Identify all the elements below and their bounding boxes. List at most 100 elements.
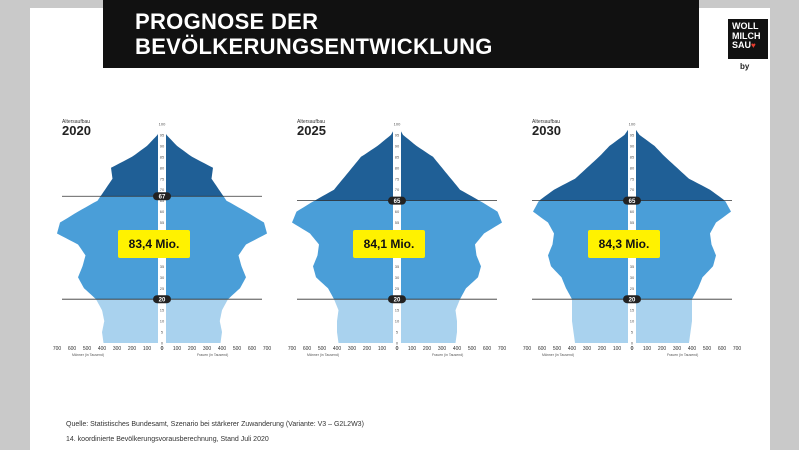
age-tick-label: 95 (395, 132, 400, 137)
x-tick-label: 200 (598, 346, 607, 352)
men-axis-label: Männer (in Tausend) (72, 353, 104, 357)
age-tick-label: 80 (160, 165, 165, 170)
age-tick-label: 30 (395, 275, 400, 280)
age-tick-label: 60 (630, 209, 635, 214)
women-senior-area (632, 124, 725, 201)
age-tick-label: 70 (630, 187, 635, 192)
youth-marker-label: 20 (394, 298, 401, 304)
women-senior-area (397, 124, 480, 201)
women-working-area (632, 200, 731, 300)
men-axis-label: Männer (in Tausend) (307, 353, 339, 357)
x-tick-label: 200 (363, 346, 372, 352)
age-tick-label: 15 (160, 308, 165, 313)
age-tick-label: 25 (395, 286, 400, 291)
x-tick-label: 500 (703, 346, 712, 352)
logo-line1: WOLL (732, 21, 759, 31)
x-tick-label: 400 (98, 346, 107, 352)
x-tick-label: 400 (453, 346, 462, 352)
men-senior-area (100, 124, 162, 197)
age-tick-label: 5 (396, 330, 399, 335)
x-tick-label: 700 (523, 346, 532, 352)
age-tick-label: 80 (395, 165, 400, 170)
x-tick-label: 200 (188, 346, 197, 352)
x-tick-label: 300 (438, 346, 447, 352)
pyramid-chart-2025: 1009590858075706560555045403530252015105… (287, 118, 507, 363)
chart-year: 2030 (532, 123, 561, 138)
x-tick-label: 500 (83, 346, 92, 352)
x-tick-label: 600 (538, 346, 547, 352)
age-tick-label: 15 (630, 308, 635, 313)
chart-subtitle: Altersaufbau (62, 119, 91, 125)
x-tick-label: 400 (688, 346, 697, 352)
age-tick-label: 100 (394, 122, 401, 127)
heart-icon: ♥ (751, 41, 756, 50)
age-tick-label: 10 (160, 319, 165, 324)
x-tick-label: 700 (498, 346, 507, 352)
x-tick-label: 0 (396, 346, 399, 352)
x-tick-label: 500 (553, 346, 562, 352)
age-tick-label: 30 (630, 275, 635, 280)
retirement-marker-pill (388, 196, 406, 205)
chart-subtitle: Altersaufbau (297, 119, 326, 125)
x-tick-label: 600 (718, 346, 727, 352)
men-working-area (292, 200, 397, 300)
x-tick-label: 400 (568, 346, 577, 352)
logo-line3-text: SAU (732, 40, 752, 50)
x-tick-label: 100 (613, 346, 622, 352)
men-working-area (57, 196, 162, 300)
youth-marker-label: 20 (159, 298, 166, 304)
retirement-marker-pill (623, 196, 641, 205)
age-tick-label: 55 (395, 220, 400, 225)
x-tick-label: 200 (658, 346, 667, 352)
youth-marker-label: 20 (629, 298, 636, 304)
women-young-area (162, 299, 228, 343)
retirement-marker-label: 65 (394, 199, 401, 205)
age-tick-label: 90 (160, 143, 165, 148)
pyramid-svg: 1009590858075706560555045403530252015105… (53, 122, 272, 358)
age-tick-label: 35 (160, 264, 165, 269)
youth-marker-pill (623, 295, 641, 304)
age-tick-label: 0 (161, 341, 164, 346)
women-working-area (397, 200, 502, 300)
x-tick-label: 300 (203, 346, 212, 352)
x-tick-label: 600 (248, 346, 257, 352)
age-tick-label: 25 (630, 286, 635, 291)
age-tick-label: 5 (631, 330, 634, 335)
age-tick-label: 75 (395, 176, 400, 181)
pyramid-svg: 1009590858075706560555045403530252015105… (288, 122, 507, 358)
source-line1: Quelle: Statistisches Bundesamt, Szenari… (66, 421, 364, 428)
x-tick-label: 100 (378, 346, 387, 352)
age-tick-label: 85 (160, 154, 165, 159)
page-title-line2: BEVÖLKERUNGSENTWICKLUNG (135, 34, 493, 59)
source-line2: 14. koordinierte Bevölkerungsvorausberec… (66, 436, 269, 443)
chart-year: 2025 (297, 123, 326, 138)
x-tick-label: 100 (643, 346, 652, 352)
age-tick-label: 95 (160, 132, 165, 137)
age-tick-label: 10 (630, 319, 635, 324)
age-tick-label: 55 (160, 220, 165, 225)
age-tick-label: 60 (395, 209, 400, 214)
age-tick-label: 90 (630, 143, 635, 148)
men-young-area (96, 299, 162, 343)
x-tick-label: 200 (423, 346, 432, 352)
youth-marker-pill (388, 295, 406, 304)
men-axis-label: Männer (in Tausend) (542, 353, 574, 357)
age-tick-label: 90 (395, 143, 400, 148)
age-tick-label: 10 (395, 319, 400, 324)
age-tick-label: 65 (160, 198, 165, 203)
x-tick-label: 400 (218, 346, 227, 352)
x-tick-label: 300 (673, 346, 682, 352)
chart-subtitle: Altersaufbau (532, 119, 561, 125)
age-tick-label: 100 (629, 122, 636, 127)
x-tick-label: 700 (263, 346, 272, 352)
women-axis-label: Frauen (in Tausend) (667, 353, 698, 357)
logo-line3: SAU♥ (732, 40, 765, 51)
women-working-area (162, 196, 267, 300)
x-tick-label: 0 (161, 346, 164, 352)
age-tick-label: 75 (630, 176, 635, 181)
x-tick-label: 300 (348, 346, 357, 352)
age-tick-label: 30 (160, 275, 165, 280)
men-young-area (334, 299, 397, 343)
page-title: PROGNOSE DER BEVÖLKERUNGSENTWICKLUNG (135, 9, 493, 59)
age-tick-label: 85 (395, 154, 400, 159)
